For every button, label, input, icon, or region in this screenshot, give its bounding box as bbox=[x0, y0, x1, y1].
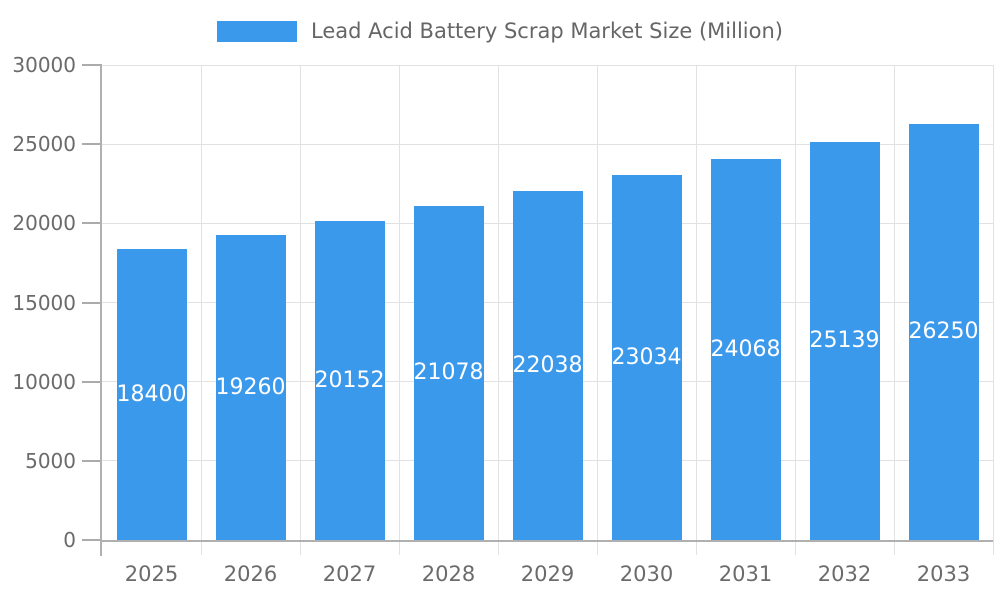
y-tick bbox=[82, 301, 102, 304]
x-tick-label: 2033 bbox=[916, 562, 971, 586]
bar[interactable]: 26250 bbox=[908, 124, 979, 540]
y-gridline bbox=[102, 143, 993, 145]
x-tick bbox=[299, 540, 301, 555]
y-tick-label: 5000 bbox=[25, 448, 76, 473]
bar[interactable]: 21078 bbox=[413, 206, 484, 540]
x-tick-label: 2032 bbox=[817, 562, 872, 586]
y-tick-label: 20000 bbox=[12, 211, 76, 236]
x-tick-label: 2025 bbox=[124, 562, 179, 586]
y-tick bbox=[82, 64, 102, 66]
y-tick bbox=[82, 539, 102, 541]
legend-label: Lead Acid Battery Scrap Market Size (Mil… bbox=[311, 19, 783, 43]
x-gridline bbox=[497, 65, 499, 540]
y-tick bbox=[82, 143, 102, 146]
y-axis-line bbox=[100, 65, 102, 556]
bar[interactable]: 22038 bbox=[512, 191, 583, 540]
bar-value-label: 23034 bbox=[611, 344, 682, 370]
x-tick-label: 2031 bbox=[718, 562, 773, 586]
x-tick bbox=[992, 540, 994, 555]
x-gridline bbox=[398, 65, 400, 540]
y-tick bbox=[82, 222, 102, 225]
bar-value-label: 25139 bbox=[809, 328, 880, 353]
bar-value-label: 20152 bbox=[314, 367, 385, 393]
x-tick-label: 2026 bbox=[223, 562, 278, 586]
bar-value-label: 18400 bbox=[116, 381, 187, 407]
y-tick-label: 0 bbox=[63, 528, 76, 552]
x-tick bbox=[794, 540, 796, 555]
x-tick bbox=[596, 540, 598, 555]
x-tick bbox=[398, 540, 400, 555]
x-tick-label: 2029 bbox=[520, 562, 575, 586]
x-tick bbox=[200, 540, 202, 555]
x-gridline bbox=[992, 65, 994, 540]
bar[interactable]: 20152 bbox=[314, 221, 385, 540]
x-gridline bbox=[893, 65, 895, 540]
legend[interactable]: Lead Acid Battery Scrap Market Size (Mil… bbox=[0, 14, 1000, 48]
x-tick bbox=[497, 540, 499, 555]
bar-value-label: 22038 bbox=[512, 352, 583, 378]
y-tick bbox=[82, 380, 102, 383]
bar[interactable]: 19260 bbox=[215, 235, 286, 540]
x-axis-line bbox=[100, 540, 993, 542]
y-gridline bbox=[102, 64, 993, 66]
bar-value-label: 21078 bbox=[413, 360, 484, 385]
x-tick-label: 2028 bbox=[421, 562, 476, 586]
bar-value-label: 24068 bbox=[710, 336, 781, 362]
x-gridline bbox=[200, 65, 202, 540]
y-tick-label: 15000 bbox=[12, 290, 76, 315]
bar[interactable]: 23034 bbox=[611, 175, 682, 540]
plot-area: 18400 19260 20152 21078 22038 23034 24068 25139… bbox=[12, 53, 994, 586]
x-tick-label: 2030 bbox=[619, 562, 674, 586]
bar[interactable]: 24068 bbox=[710, 159, 781, 540]
y-tick-label: 25000 bbox=[12, 132, 76, 157]
x-gridline bbox=[596, 65, 598, 540]
x-tick-label: 2027 bbox=[322, 562, 377, 586]
x-tick bbox=[695, 540, 697, 555]
x-tick bbox=[893, 540, 895, 555]
bar[interactable]: 25139 bbox=[809, 142, 880, 540]
bar-value-label: 19260 bbox=[215, 374, 286, 400]
bar[interactable]: 18400 bbox=[116, 249, 187, 540]
x-gridline bbox=[695, 65, 697, 540]
y-tick-label: 10000 bbox=[12, 369, 76, 394]
bar-value-label: 26250 bbox=[908, 319, 979, 344]
y-tick bbox=[82, 459, 102, 462]
legend-swatch bbox=[217, 20, 298, 42]
x-gridline bbox=[794, 65, 796, 540]
x-gridline bbox=[299, 65, 301, 540]
y-tick-label: 30000 bbox=[12, 53, 76, 77]
